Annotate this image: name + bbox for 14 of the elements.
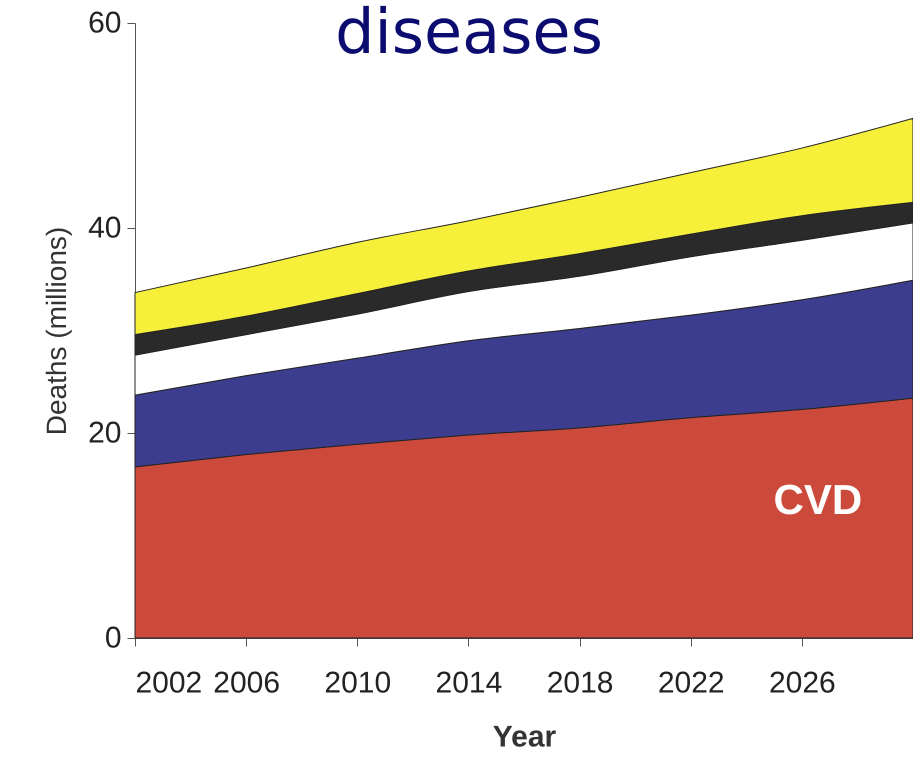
y-tick-label: 40: [88, 212, 122, 244]
chart-title: diseases: [335, 0, 603, 68]
x-tick-label: 2006: [213, 666, 280, 700]
x-tick-label: 2002: [136, 666, 202, 700]
y-tick-label: 60: [88, 6, 122, 40]
y-tick-label: 0: [104, 622, 122, 654]
y-tick-label: 20: [88, 416, 122, 450]
x-tick-label: 2026: [768, 666, 836, 700]
x-tick-label: 2010: [324, 666, 392, 700]
x-tick-label: 2014: [436, 666, 502, 700]
y-axis-title: Deaths (millions): [41, 226, 72, 436]
x-tick-label: 2022: [658, 666, 725, 700]
x-axis-title: Year: [492, 720, 557, 754]
x-tick-label: 2018: [546, 666, 614, 700]
